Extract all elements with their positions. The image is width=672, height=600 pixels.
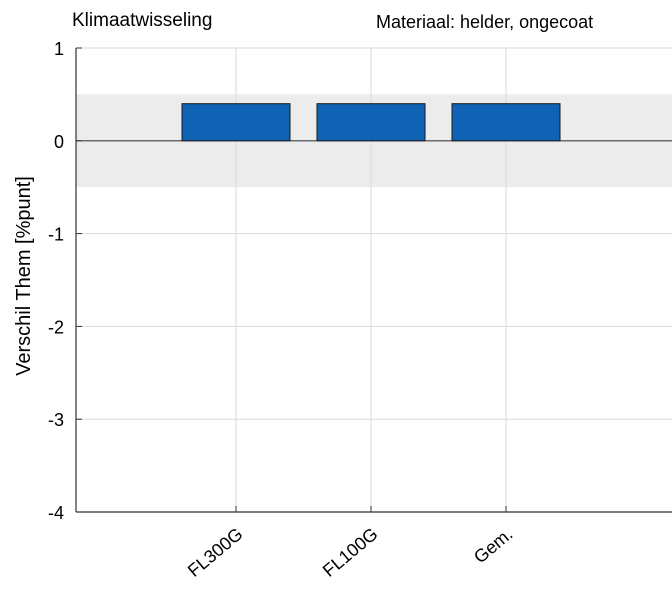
- chart-title: Klimaatwisseling: [72, 10, 213, 31]
- x-tick-label: FL300G: [184, 524, 247, 581]
- bar-1: [181, 103, 291, 142]
- y-tick-label: -2: [48, 317, 64, 337]
- x-tick-label: Gem.: [470, 524, 517, 568]
- y-tick-label: -1: [48, 225, 64, 245]
- y-tick-label: 1: [54, 39, 64, 59]
- y-tick-label: 0: [54, 132, 64, 152]
- y-tick-label: -4: [48, 503, 64, 523]
- chart-subtitle: Materiaal: helder, ongecoat: [376, 12, 594, 32]
- y-tick-label: -3: [48, 410, 64, 430]
- x-tick-label: FL100G: [319, 524, 382, 581]
- bar-3: [451, 103, 561, 142]
- y-axis-label: Verschil Them [%punt]: [13, 176, 35, 376]
- bar-2: [316, 103, 426, 142]
